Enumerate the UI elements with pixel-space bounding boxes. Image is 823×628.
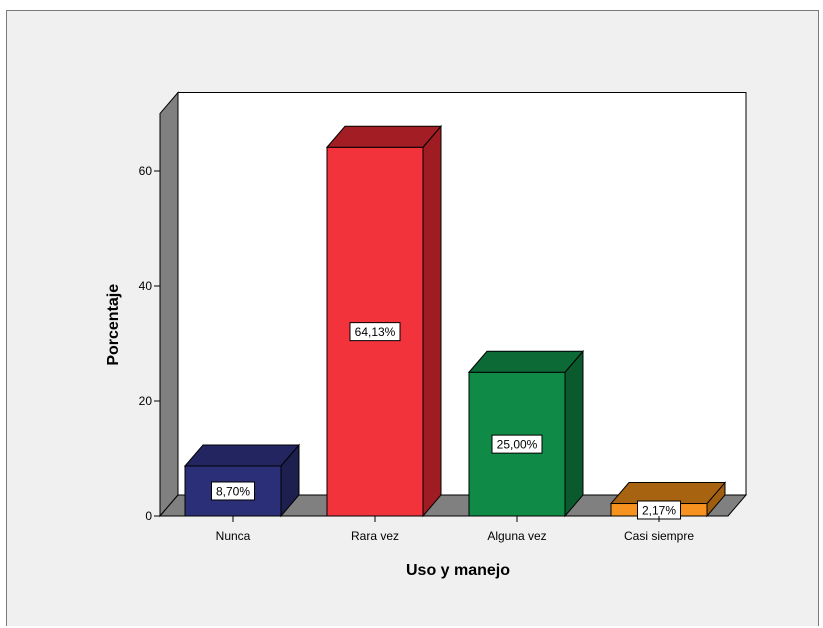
chart-walls	[158, 91, 748, 518]
x-axis-title: Uso y manejo	[406, 562, 510, 579]
bar-side	[422, 124, 442, 518]
bar: 2,17%	[609, 481, 727, 520]
bar: 8,70%	[183, 443, 301, 518]
y-tick-label: 40	[139, 279, 153, 293]
data-label-box	[349, 322, 401, 342]
bar-top	[467, 350, 585, 373]
y-tick-label: 60	[139, 164, 153, 178]
y-axis: 0 20 40 60	[139, 113, 161, 523]
y-tick-label: 20	[139, 394, 153, 408]
data-label-box	[211, 481, 255, 501]
data-label: 25,00%	[497, 438, 538, 452]
y-axis-title: Porcentaje	[105, 284, 122, 366]
bar-top	[183, 444, 301, 467]
bar-front	[468, 371, 566, 517]
data-label: 8,70%	[216, 484, 250, 498]
y-tick-label: 0	[145, 509, 152, 523]
x-tick-label: Rara vez	[351, 529, 399, 543]
x-tick-label: Nunca	[216, 529, 251, 543]
bar-top	[609, 482, 727, 505]
data-label-box	[491, 434, 543, 454]
back-wall	[177, 92, 747, 496]
bar-side	[564, 349, 584, 518]
left-wall	[159, 91, 179, 518]
bar: 64,13%	[325, 124, 443, 518]
x-tick-label: Alguna vez	[487, 529, 546, 543]
x-tick-label: Casi siempre	[624, 529, 694, 543]
x-axis: Nunca Rara vez Alguna vez Casi siempre	[216, 516, 694, 543]
bar: 25,00%	[467, 349, 585, 518]
bar-top	[325, 125, 443, 148]
data-label: 2,17%	[642, 504, 676, 518]
data-label: 64,13%	[355, 325, 396, 339]
